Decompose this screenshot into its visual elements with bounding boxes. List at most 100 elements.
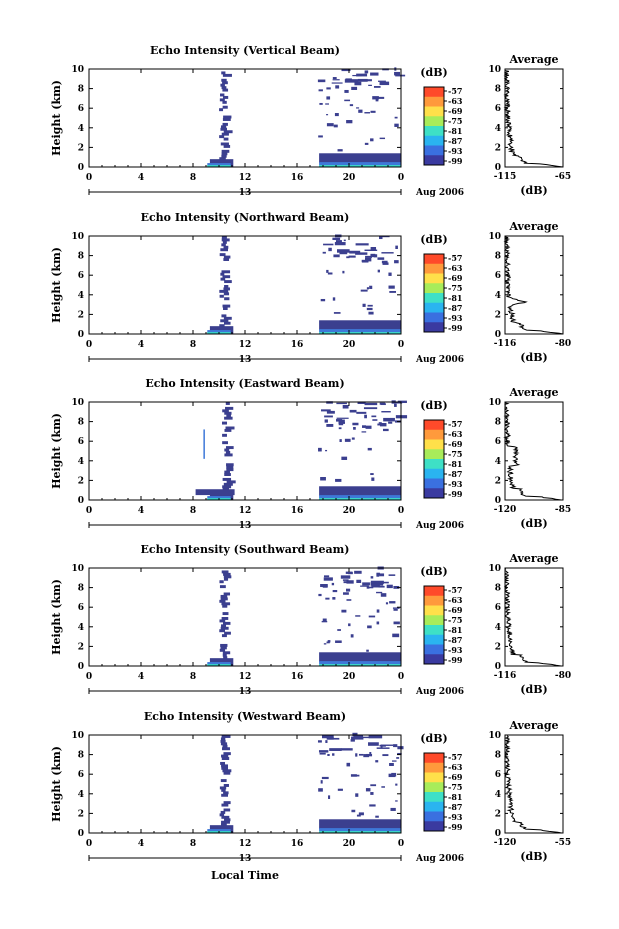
- average-frame: [504, 235, 564, 335]
- echo-cell: [356, 107, 360, 109]
- echo-cell: [373, 254, 378, 258]
- echo-cell: [325, 103, 329, 105]
- x-tick-label: 4: [138, 173, 144, 183]
- echo-cell: [357, 401, 366, 404]
- echo-cell: [352, 732, 358, 737]
- colorbar-segment: [424, 796, 444, 803]
- echo-cell: [219, 108, 224, 112]
- echo-cell: [391, 772, 397, 777]
- colorbar-segment: [424, 488, 444, 494]
- echo-cell: [370, 72, 379, 76]
- echo-cell: [354, 570, 362, 574]
- echo-cell: [326, 423, 334, 427]
- echo-cell: [318, 89, 323, 92]
- echo-cell: [362, 582, 370, 586]
- echo-cell: [219, 619, 226, 623]
- colorbar-segment: [424, 449, 444, 455]
- average-y-tick-label: 10: [488, 564, 501, 574]
- echo-cell: [389, 290, 397, 293]
- echo-data: [207, 234, 401, 335]
- echo-cell: [338, 422, 344, 426]
- y-tick-label: 6: [78, 271, 84, 281]
- echo-cell: [226, 414, 231, 418]
- colorbar-segment: [424, 434, 444, 440]
- echo-cell: [319, 498, 401, 500]
- echo-cell: [343, 239, 346, 242]
- colorbar-segment: [424, 600, 444, 606]
- echo-cell: [220, 142, 229, 146]
- echo-cell: [370, 576, 374, 579]
- average-y-tick-label: 2: [495, 310, 501, 320]
- echo-cell: [383, 417, 395, 422]
- echo-cell: [370, 792, 374, 795]
- echo-cell: [220, 643, 228, 647]
- echo-cell: [224, 280, 232, 284]
- echo-cell: [223, 245, 229, 249]
- echo-cell: [223, 321, 231, 325]
- echo-cell: [337, 149, 343, 152]
- colorbar-segment: [424, 111, 444, 117]
- colorbar-segment: [424, 130, 444, 137]
- echo-cell: [223, 130, 233, 134]
- echo-cell: [337, 249, 350, 253]
- echo-cell: [195, 489, 235, 496]
- echo-cell: [224, 428, 232, 432]
- echo-cell: [364, 402, 378, 406]
- echo-cell: [223, 656, 228, 660]
- panel-4: Echo Intensity (Southward Beam) Height (k…: [50, 543, 571, 697]
- echo-cell: [395, 800, 398, 802]
- y-tick-label: 6: [78, 770, 84, 780]
- echo-cell: [331, 82, 343, 84]
- echo-cell: [394, 260, 399, 264]
- colorbar-segment: [424, 639, 444, 645]
- average-x-tick-label: -85: [555, 505, 571, 515]
- echo-cell: [355, 793, 359, 797]
- date-label: Aug 2006: [415, 854, 464, 864]
- colorbar-segment: [424, 620, 444, 626]
- echo-cell: [388, 421, 393, 424]
- y-tick-label: 0: [78, 829, 84, 839]
- echo-cell: [326, 96, 331, 100]
- echo-cell: [319, 828, 401, 832]
- echo-cell: [344, 79, 359, 83]
- colorbar-segment: [424, 273, 444, 279]
- y-axis-label: Height (km): [50, 746, 63, 822]
- echo-cell: [381, 252, 394, 254]
- echo-cell: [219, 135, 225, 139]
- echo-cell: [355, 252, 368, 255]
- echo-cell: [357, 78, 368, 82]
- x-tick-label: 0: [398, 173, 404, 183]
- colorbar-label: -87: [448, 303, 462, 313]
- echo-cell: [222, 275, 231, 279]
- echo-cell: [364, 414, 367, 419]
- echo-cell: [368, 311, 374, 315]
- echo-cell: [219, 294, 224, 298]
- panel-title: Echo Intensity (Southward Beam): [141, 543, 350, 556]
- echo-cell: [224, 297, 230, 301]
- echo-cell: [221, 624, 227, 628]
- echo-cell: [224, 448, 230, 452]
- average-x-tick-label: -80: [555, 339, 571, 349]
- echo-cell: [351, 437, 355, 440]
- y-tick-label: 10: [71, 398, 84, 408]
- average-y-tick-label: 10: [488, 731, 501, 741]
- echo-cell: [356, 579, 362, 583]
- echo-cell: [379, 744, 385, 747]
- echo-cell: [222, 653, 227, 657]
- average-frame: [504, 567, 564, 667]
- echo-cell: [334, 113, 339, 117]
- colorbar-segment: [424, 757, 444, 764]
- echo-cell: [332, 79, 340, 81]
- echo-cell: [221, 236, 227, 239]
- plot-frame: [88, 734, 402, 834]
- echo-cell: [221, 803, 229, 807]
- echo-cell: [219, 324, 225, 328]
- echo-cell: [221, 735, 231, 738]
- echo-cell: [221, 71, 226, 75]
- echo-cell: [223, 592, 231, 596]
- colorbar-segment: [424, 317, 444, 323]
- average-y-tick-label: 0: [495, 662, 501, 672]
- echo-cell: [221, 154, 227, 158]
- x-tick-label: 0: [398, 506, 404, 516]
- average-y-tick-label: 0: [495, 163, 501, 173]
